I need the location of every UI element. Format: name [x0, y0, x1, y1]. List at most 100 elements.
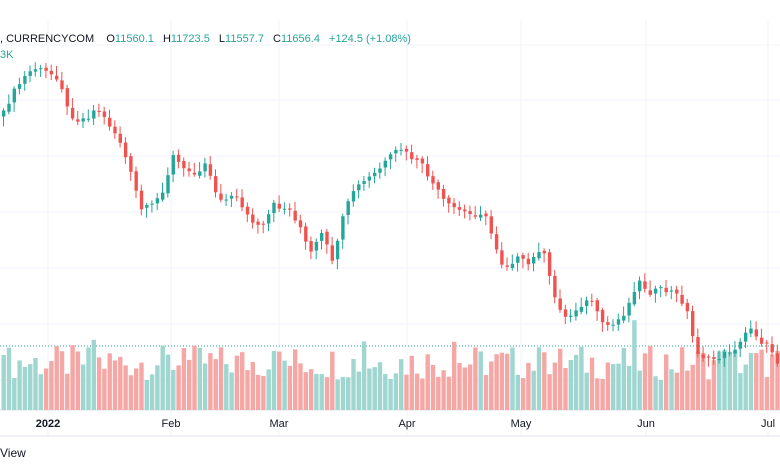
volume-bar — [547, 374, 552, 410]
volume-bar — [245, 370, 250, 410]
candle-up — [653, 288, 658, 294]
volume-bar — [637, 370, 642, 410]
volume-bar — [43, 368, 49, 410]
volume-bar — [54, 345, 59, 410]
volume-bar — [420, 378, 425, 410]
candle-up — [622, 315, 626, 321]
volume-bar — [107, 353, 112, 410]
candle-down — [49, 70, 54, 75]
candle-down — [76, 119, 80, 122]
candle-down — [235, 196, 239, 198]
volume-bar — [642, 353, 648, 410]
candle-down — [123, 142, 128, 158]
candle-up — [632, 291, 637, 305]
candle-down — [55, 75, 59, 80]
candle-down — [553, 275, 557, 298]
volume-bar — [568, 359, 573, 410]
candle-down — [680, 294, 684, 304]
candle-down — [134, 171, 138, 191]
volume-bar — [187, 359, 192, 410]
volume-bar — [600, 378, 605, 410]
candle-down — [505, 265, 509, 267]
volume-bar — [436, 376, 441, 410]
candle-down — [664, 287, 668, 293]
change-value: +124.5 (+1.08%) — [329, 33, 411, 45]
candle-down — [70, 107, 75, 119]
candle-down — [325, 231, 329, 245]
volume-bar — [467, 364, 473, 410]
volume-bar — [282, 360, 287, 410]
volume-bar — [192, 345, 197, 410]
volume-bar — [579, 346, 584, 410]
symbol-text: , CURRENCYCOM — [0, 33, 95, 45]
candle-down — [489, 216, 493, 234]
volume-bar — [489, 361, 494, 410]
candle-up — [7, 103, 11, 112]
volume-bar — [732, 351, 738, 410]
candle-up — [574, 310, 578, 317]
volume-bar — [717, 351, 722, 410]
open-value: 11560.1 — [114, 33, 154, 45]
candle-down — [298, 220, 303, 228]
candle-down — [251, 214, 255, 223]
volume-bar — [377, 362, 383, 410]
low-value: 11557.7 — [225, 33, 264, 45]
candle-up — [92, 110, 96, 119]
candle-up — [17, 84, 22, 89]
candle-down — [563, 309, 568, 317]
volume-bar — [573, 354, 579, 410]
candle-up — [12, 88, 16, 103]
candle-up — [744, 332, 748, 342]
candle-up — [749, 328, 753, 334]
volume-bar — [558, 348, 563, 410]
volume-bar — [441, 370, 446, 410]
candle-up — [367, 176, 372, 181]
candle-up — [399, 149, 403, 151]
candle-down — [426, 164, 430, 177]
volume-bar — [685, 370, 690, 410]
candle-down — [648, 290, 652, 295]
low-label: L — [218, 33, 226, 45]
candle-down — [240, 197, 244, 208]
volume-bar — [404, 374, 409, 410]
volume-bar — [28, 364, 33, 410]
candle-up — [145, 204, 149, 208]
footer-view-text[interactable]: View — [0, 446, 26, 460]
candle-down — [542, 250, 546, 254]
volume-bar — [383, 373, 388, 410]
time-axis-tick: 2022 — [36, 418, 60, 430]
volume-bar — [165, 354, 171, 410]
volume-bar — [91, 339, 96, 410]
candle-up — [669, 290, 674, 292]
volume-bar — [261, 375, 266, 410]
volume-bar — [531, 370, 536, 410]
candle-down — [606, 322, 610, 325]
volume-bar — [658, 379, 664, 410]
candle-down — [595, 300, 599, 312]
volume-bar — [552, 362, 558, 410]
candle-up — [28, 71, 32, 76]
candle-down — [309, 241, 313, 252]
candle-up — [638, 280, 642, 292]
candle-up — [569, 315, 573, 317]
candle-up — [516, 256, 520, 263]
volume-bar — [293, 349, 298, 410]
time-axis-tick: May — [511, 418, 532, 430]
volume-bar — [240, 352, 245, 410]
volume-bar — [611, 364, 616, 410]
candle-up — [627, 302, 631, 316]
candle-up — [717, 358, 721, 361]
volume-bar — [319, 374, 324, 410]
candle-down — [436, 182, 440, 190]
volume-bar — [128, 375, 134, 410]
volume-bar — [271, 350, 277, 410]
candle-up — [23, 76, 27, 84]
volume-bar — [155, 365, 160, 410]
volume-bar — [59, 351, 65, 410]
volume-bar — [446, 376, 452, 410]
volume-bar — [706, 379, 711, 410]
time-axis-tick: Jul — [761, 418, 775, 430]
volume-bar — [584, 372, 589, 410]
candle-up — [320, 233, 324, 241]
